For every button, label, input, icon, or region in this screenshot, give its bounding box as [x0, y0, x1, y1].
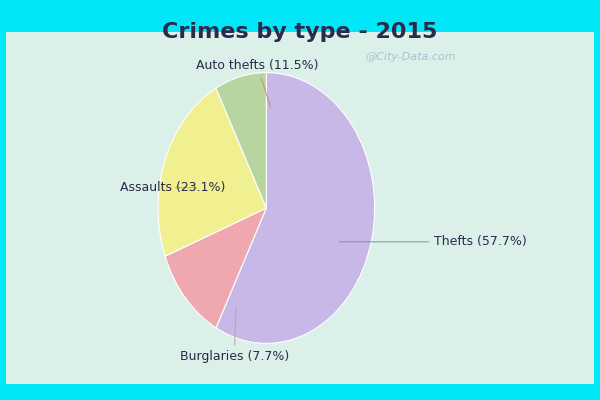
- Text: Thefts (57.7%): Thefts (57.7%): [340, 235, 527, 248]
- Wedge shape: [216, 73, 266, 208]
- Wedge shape: [216, 73, 374, 343]
- Text: Assaults (23.1%): Assaults (23.1%): [120, 181, 226, 194]
- Text: Burglaries (7.7%): Burglaries (7.7%): [179, 308, 289, 364]
- Wedge shape: [158, 88, 266, 256]
- Wedge shape: [165, 208, 266, 328]
- Text: @City-Data.com: @City-Data.com: [365, 52, 456, 62]
- Text: Crimes by type - 2015: Crimes by type - 2015: [163, 22, 437, 42]
- Text: Auto thefts (11.5%): Auto thefts (11.5%): [196, 59, 319, 108]
